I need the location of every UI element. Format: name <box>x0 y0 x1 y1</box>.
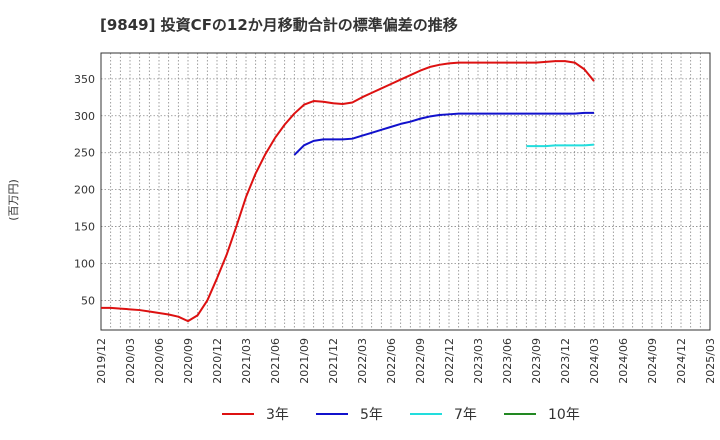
x-tick-label: 2023/03 <box>472 338 485 384</box>
legend-label-4: 10年 <box>548 407 580 423</box>
y-tick-label: 350 <box>74 73 95 86</box>
x-tick-label: 2022/12 <box>443 338 456 384</box>
x-tick-label: 2020/12 <box>211 338 224 384</box>
legend: 3年 5年 7年 10年 <box>222 407 580 423</box>
y-tick-label: 100 <box>74 258 95 271</box>
y-tick-label: 250 <box>74 147 95 160</box>
x-tick-label: 2019/12 <box>95 338 108 384</box>
x-tick-label: 2025/03 <box>704 338 717 384</box>
y-tick-label: 200 <box>74 184 95 197</box>
x-tick-label: 2022/03 <box>356 338 369 384</box>
plot-area <box>100 52 711 331</box>
x-tick-label: 2022/06 <box>385 338 398 384</box>
y-tick-label: 300 <box>74 110 95 123</box>
y-tick-label: 150 <box>74 221 95 234</box>
x-tick-label: 2023/12 <box>559 338 572 384</box>
x-tick-label: 2024/09 <box>646 338 659 384</box>
y-axis-label: (百万円) <box>7 179 20 221</box>
x-tick-label: 2020/06 <box>153 338 166 384</box>
x-tick-label: 2023/06 <box>501 338 514 384</box>
x-axis: 2019/12 2020/03 2020/06 2020/09 2020/12 2021/… <box>95 338 717 384</box>
y-tick-label: 50 <box>81 294 95 307</box>
legend-label-3: 7年 <box>454 407 477 423</box>
x-tick-label: 2021/09 <box>298 338 311 384</box>
grid <box>100 53 711 330</box>
x-tick-label: 2024/12 <box>675 338 688 384</box>
x-tick-label: 2020/09 <box>182 338 195 384</box>
legend-label-1: 3年 <box>266 407 289 423</box>
series-line-2 <box>293 111 594 156</box>
x-tick-label: 2021/03 <box>240 338 253 384</box>
series-line-3 <box>526 143 595 148</box>
series-line-1 <box>101 60 595 323</box>
x-tick-label: 2021/12 <box>327 338 340 384</box>
x-tick-label: 2021/06 <box>269 338 282 384</box>
x-tick-label: 2024/06 <box>617 338 630 384</box>
x-tick-label: 2023/09 <box>530 338 543 384</box>
legend-label-2: 5年 <box>360 407 383 423</box>
series-lines <box>101 60 595 323</box>
x-tick-label: 2024/03 <box>588 338 601 384</box>
chart-title: [9849] 投資CFの12か月移動合計の標準偏差の推移 <box>100 16 458 34</box>
y-axis: 50 100 150 200 250 300 350 <box>74 73 95 308</box>
x-tick-label: 2020/03 <box>124 338 137 384</box>
x-tick-label: 2022/09 <box>414 338 427 384</box>
